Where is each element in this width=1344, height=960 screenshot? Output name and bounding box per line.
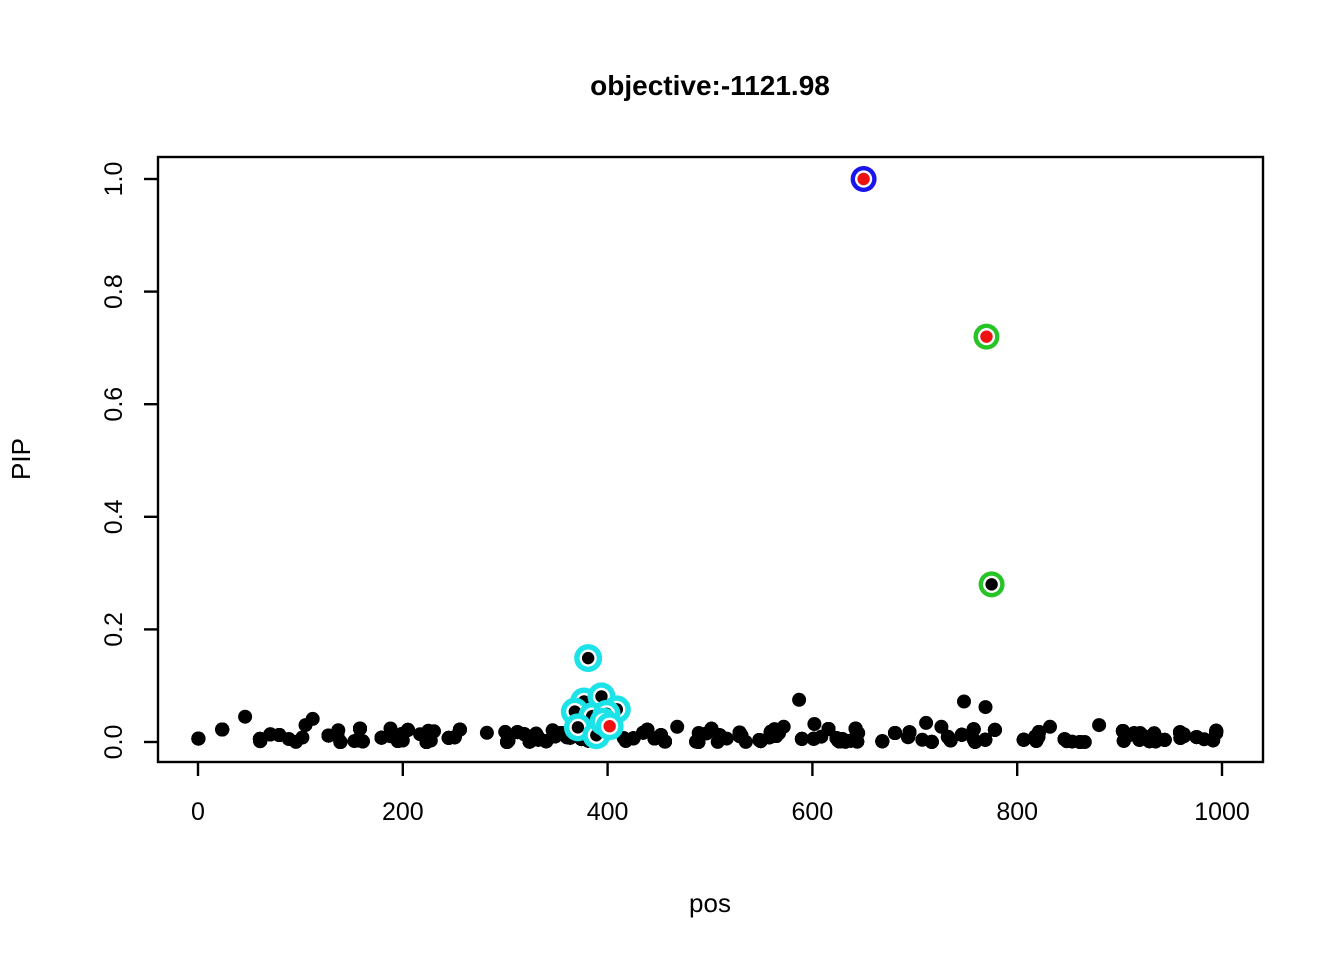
- baseline-point: [288, 734, 303, 749]
- x-tick-label: 600: [792, 798, 834, 826]
- data-point: [934, 719, 949, 734]
- x-tick-label: 800: [996, 798, 1038, 826]
- data-point: [1043, 719, 1057, 734]
- plot-box: [156, 155, 1265, 764]
- data-point: [957, 694, 971, 709]
- y-tick-label: 1.0: [100, 162, 128, 197]
- y-tick-label: 0.0: [100, 725, 128, 760]
- baseline-point: [215, 722, 230, 737]
- baseline-point: [875, 734, 890, 749]
- data-point: [670, 719, 685, 734]
- baseline-point: [1029, 733, 1044, 748]
- x-tick-label: 200: [382, 798, 424, 826]
- data-point: [421, 723, 436, 738]
- data-point: [305, 711, 320, 726]
- baseline-point: [888, 726, 902, 740]
- baseline-point: [987, 722, 1002, 737]
- data-point: [776, 719, 791, 734]
- blue-ring-dot: [857, 172, 870, 186]
- cyan-ring-dot: [581, 651, 595, 665]
- baseline-point: [374, 730, 389, 745]
- baseline-point: [626, 731, 641, 746]
- x-tick-label: 1000: [1194, 798, 1250, 826]
- baseline-point: [978, 732, 993, 747]
- data-point: [238, 709, 253, 724]
- data-point: [978, 700, 993, 715]
- baseline-point: [1073, 735, 1088, 749]
- baseline-point: [821, 722, 836, 736]
- baseline-point: [848, 721, 863, 736]
- cyan-ring-dot: [595, 690, 608, 703]
- baseline-point: [510, 725, 525, 740]
- data-point: [807, 717, 822, 731]
- y-tick-label: 0.2: [100, 612, 128, 647]
- baseline-point: [529, 729, 544, 744]
- baseline-point: [1209, 723, 1224, 738]
- baseline-point: [1189, 730, 1204, 745]
- data-point: [383, 721, 398, 736]
- baseline-point: [954, 727, 969, 742]
- baseline-point: [441, 730, 456, 745]
- green-ring-dot: [985, 578, 998, 591]
- x-axis-label: pos: [689, 888, 731, 918]
- x-tick-label: 400: [587, 798, 629, 826]
- baseline-point: [1176, 727, 1191, 742]
- baseline-point: [272, 728, 287, 742]
- plot-area: 0 200 400 600 800 1000 0.0 0.2 0.4 0.6 0.8 1.0: [100, 155, 1265, 826]
- baseline-point: [832, 734, 847, 749]
- x-tick-label: 0: [191, 798, 205, 826]
- baseline-point: [390, 734, 405, 748]
- baseline-point: [1059, 734, 1074, 749]
- baseline-point: [400, 722, 415, 737]
- data-point: [1133, 726, 1148, 740]
- baseline-point: [924, 734, 939, 749]
- y-tick-label: 0.4: [100, 499, 128, 534]
- y-tick-label: 0.6: [100, 387, 128, 422]
- baseline-point: [1157, 732, 1172, 747]
- baseline-point: [351, 732, 366, 747]
- baseline-point: [712, 728, 727, 743]
- cyan-ring-dot: [603, 720, 616, 733]
- chart-title: objective:-1121.98: [590, 70, 830, 101]
- baseline-point: [1115, 724, 1130, 738]
- data-point: [792, 692, 807, 707]
- baseline-point: [843, 733, 858, 748]
- data-point: [498, 724, 513, 739]
- y-tick-label: 0.8: [100, 274, 128, 309]
- baseline-point: [452, 722, 467, 737]
- cyan-ring-dot: [571, 721, 585, 734]
- baseline-point: [732, 729, 747, 744]
- data-point: [919, 715, 934, 730]
- baseline-point: [1016, 732, 1031, 747]
- y-axis-label: PIP: [6, 438, 36, 480]
- baseline-point: [806, 731, 821, 746]
- baseline-point: [943, 733, 958, 748]
- data-point: [1092, 718, 1107, 733]
- baseline-point: [794, 731, 809, 746]
- baseline-point: [353, 721, 367, 736]
- baseline-point: [479, 725, 494, 740]
- baseline-point: [191, 731, 206, 746]
- baseline-point: [654, 728, 668, 743]
- baseline-point: [966, 722, 981, 737]
- green-ring-dot: [980, 330, 993, 343]
- baseline-point: [901, 730, 916, 745]
- data-point: [331, 723, 346, 738]
- data-point: [691, 726, 706, 740]
